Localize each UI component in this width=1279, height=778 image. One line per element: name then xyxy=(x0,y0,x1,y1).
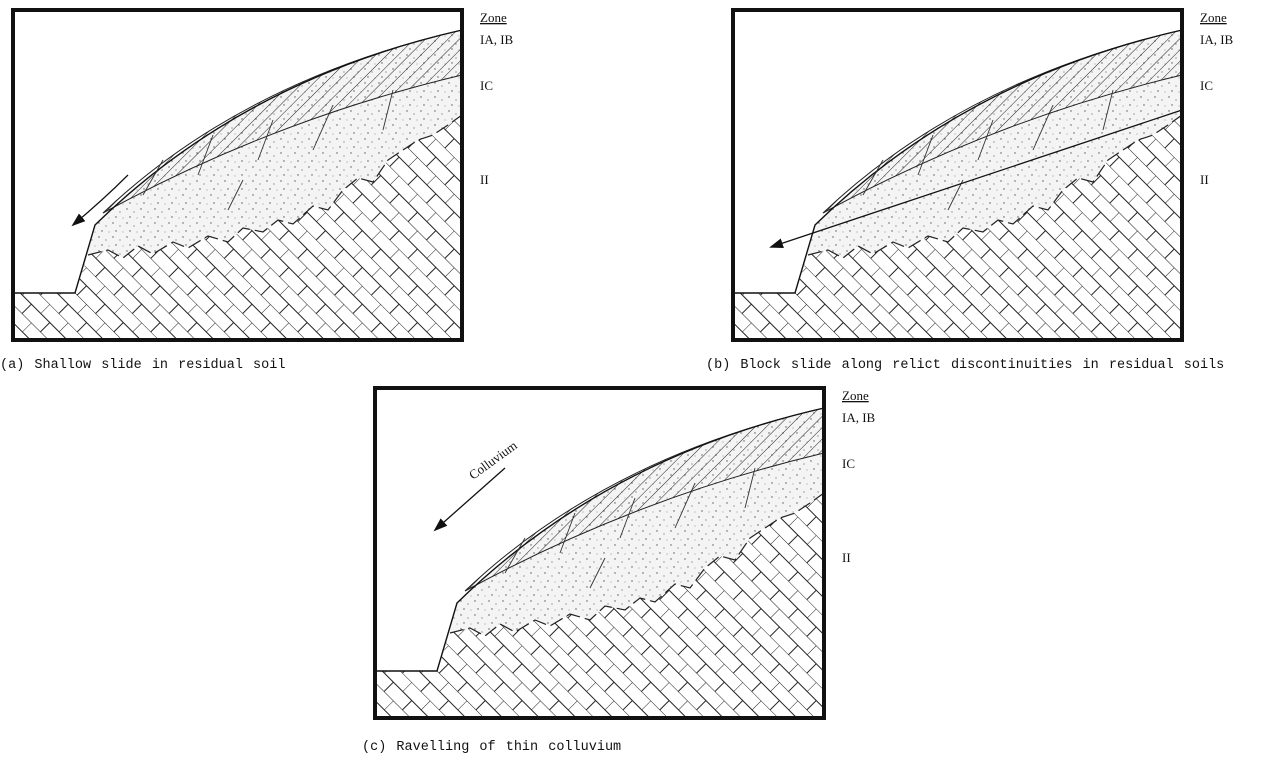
zone-heading: Zone xyxy=(842,388,869,403)
panel: Zone IA, IB IC II xyxy=(13,10,514,340)
annotation: Colluvium xyxy=(466,438,520,483)
zone-label: IA, IB xyxy=(842,410,876,425)
zone-label: II xyxy=(480,172,489,187)
figure: Zone IA, IB IC II (a) Shallow slide in resid… xyxy=(0,0,1279,778)
zone-label: IA, IB xyxy=(480,32,514,47)
panel: Zone IA, IB IC II xyxy=(733,10,1234,340)
zone-heading: Zone xyxy=(480,10,507,25)
zone-label: IC xyxy=(480,78,493,93)
caption: (b) Block slide along relict discontinui… xyxy=(706,358,1224,373)
caption: (c) Ravelling of thin colluvium xyxy=(362,740,621,755)
caption: (a) Shallow slide in residual soil xyxy=(0,358,285,373)
zone-heading: Zone xyxy=(1200,10,1227,25)
panel: Zone IA, IB IC II Colluvium xyxy=(375,388,876,718)
zone-label: IC xyxy=(1200,78,1213,93)
zone-label: IA, IB xyxy=(1200,32,1234,47)
zone-label: II xyxy=(1200,172,1209,187)
zone-label: II xyxy=(842,550,851,565)
zone-label: IC xyxy=(842,456,855,471)
